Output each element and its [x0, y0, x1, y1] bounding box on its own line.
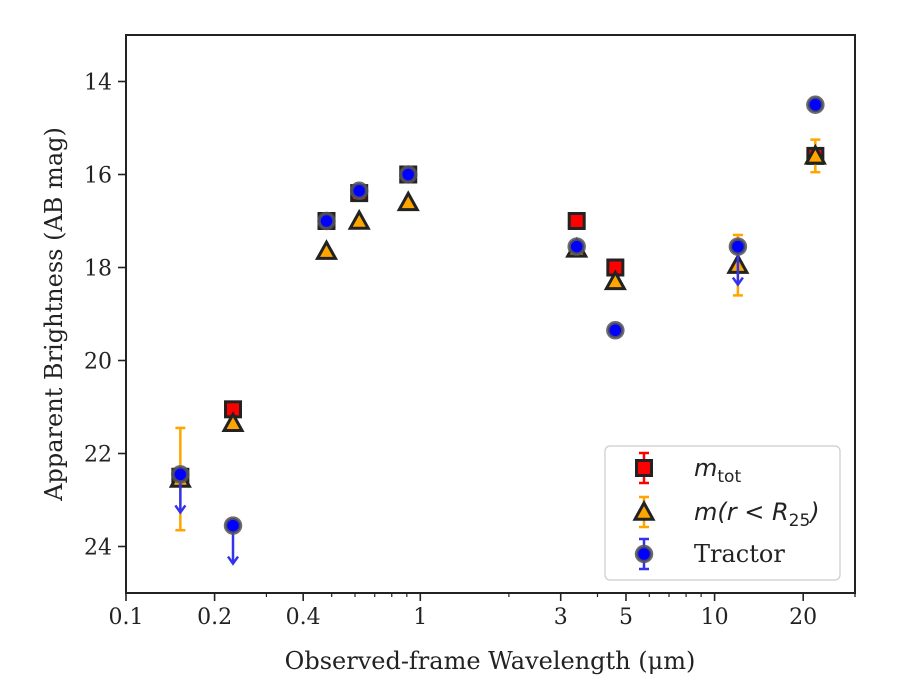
triangle-marker: [396, 190, 420, 212]
y-tick-label: 22: [84, 443, 112, 468]
circle-marker: [567, 237, 586, 256]
upper-limit-arrowhead: [174, 504, 187, 515]
triangle-marker: [803, 143, 827, 165]
circle-marker: [806, 95, 825, 114]
y-axis-label: Apparent Brightness (AB mag): [40, 127, 68, 502]
circle-marker: [398, 165, 418, 184]
y-tick-label: 16: [84, 164, 112, 189]
triangle-marker: [347, 208, 371, 230]
legend-entry-tractor: Tractor: [634, 537, 785, 571]
legend-label: Tractor: [694, 540, 785, 568]
circle-marker: [317, 211, 336, 231]
x-axis-label: Observed-frame Wavelength (μm): [285, 647, 696, 675]
series-m-tot: [171, 146, 825, 486]
circle-marker: [171, 465, 190, 484]
x-tick-label: 10: [701, 605, 729, 630]
x-tick-label: 20: [789, 605, 817, 630]
circle-marker: [349, 181, 369, 201]
triangle-marker: [221, 411, 245, 432]
triangle-marker: [603, 269, 627, 291]
x-tick-label: 1: [413, 605, 427, 630]
y-tick-label: 24: [84, 536, 112, 561]
upper-limit-arrowhead: [731, 276, 744, 287]
triangle-marker: [314, 239, 339, 260]
y-tick-label: 20: [84, 350, 112, 375]
x-tick-label: 0.1: [109, 605, 144, 630]
circle-marker: [728, 237, 748, 256]
legend-circle-marker: [634, 544, 654, 564]
y-tick-label: 14: [84, 71, 112, 96]
square-marker: [567, 212, 586, 230]
legend-square-marker: [635, 459, 653, 477]
x-tick-label: 3: [554, 605, 568, 630]
legend-box: [604, 445, 841, 581]
x-tick-label: 5: [619, 605, 633, 630]
y-tick-label: 18: [84, 257, 112, 282]
x-tick-label: 0.4: [286, 605, 321, 630]
plot-frame: [125, 34, 856, 594]
legend-triangle-marker: [632, 499, 656, 521]
upper-limit-arrowhead: [226, 555, 240, 566]
x-tick-label: 0.2: [197, 605, 232, 630]
plot-area: [168, 95, 827, 566]
axis-ticks: 0.1 0.2 0.4 1 3 5 10 20 14 16 18 20 22 24: [84, 71, 856, 630]
circle-marker: [223, 516, 243, 535]
series-tractor: [171, 95, 825, 566]
circle-marker: [606, 321, 625, 340]
